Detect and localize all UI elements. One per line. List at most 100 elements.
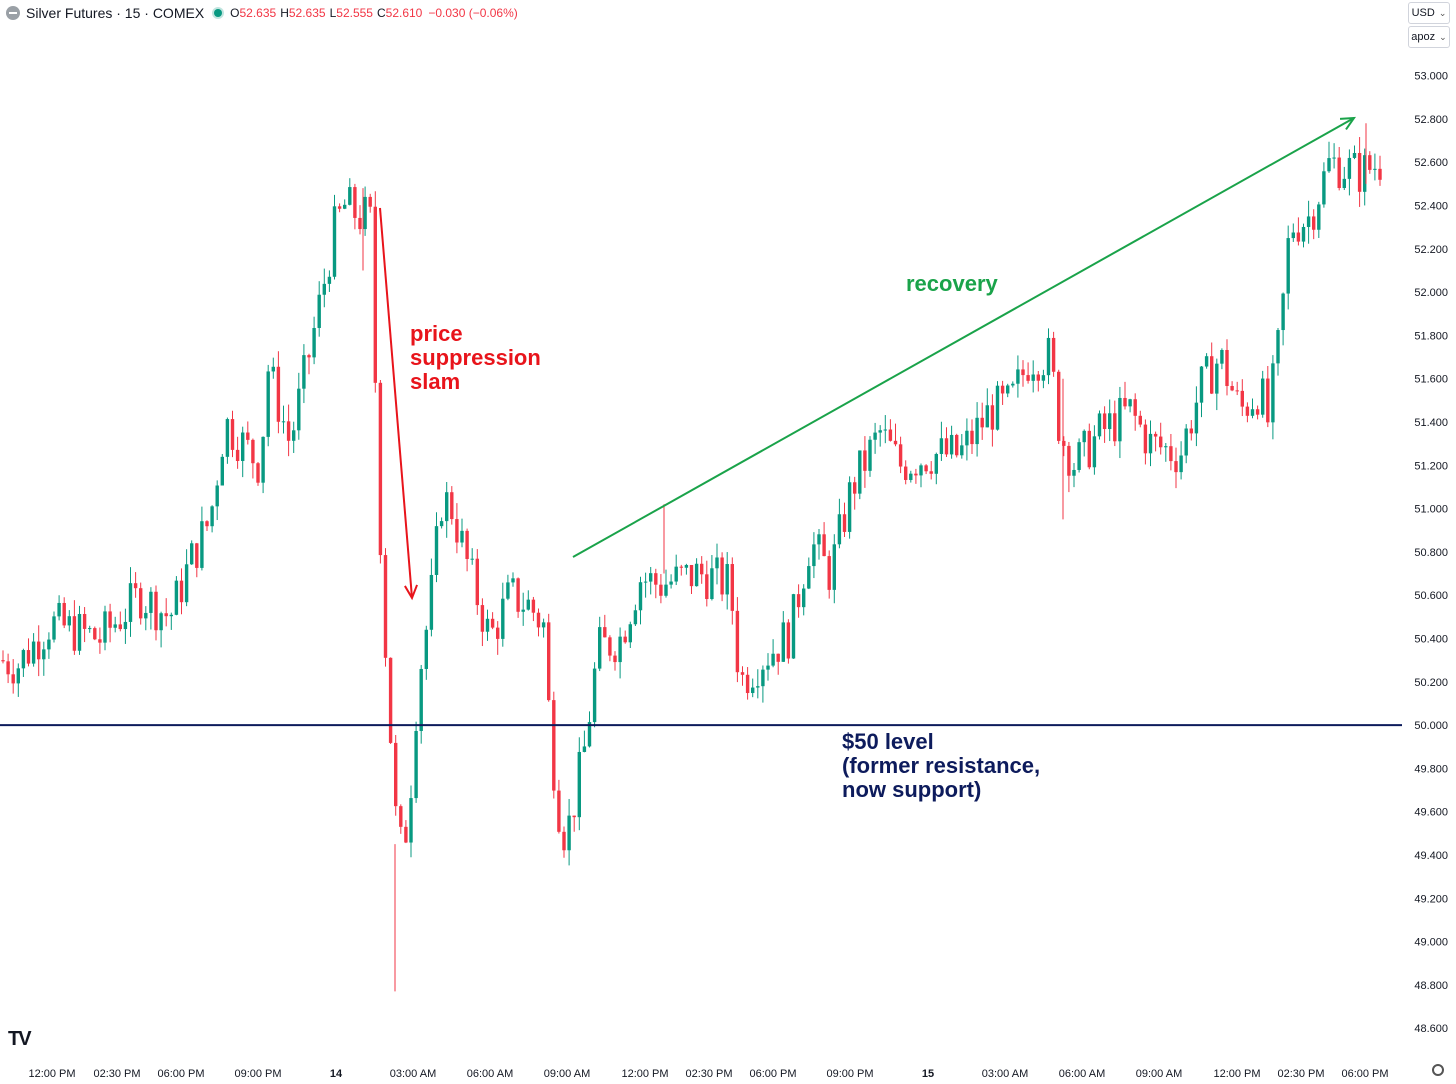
candle (1169, 433, 1173, 471)
candle (781, 611, 785, 662)
x-tick-label: 02:30 PM (93, 1068, 140, 1080)
candle-body (450, 492, 454, 520)
candle-body (1108, 413, 1112, 430)
symbol-logo-icon[interactable] (6, 6, 20, 20)
market-status-icon (214, 9, 223, 17)
candle (638, 576, 643, 625)
settings-icon[interactable] (1432, 1064, 1444, 1076)
candle (1031, 360, 1035, 393)
low-value: 52.555 (336, 6, 373, 20)
candle (246, 421, 250, 445)
candle (1189, 420, 1193, 441)
candle-body (582, 746, 587, 752)
high-label: H (280, 6, 289, 20)
candle (1255, 405, 1260, 420)
candle (1210, 342, 1214, 395)
candle-body (205, 521, 209, 527)
candle-body (674, 566, 678, 582)
candle-body (1159, 436, 1163, 448)
candle-body (985, 405, 989, 428)
candle (485, 609, 490, 641)
candle-body (909, 473, 913, 480)
chart-header: Silver Futures · 15 · COMEX O 52.635 H 5… (6, 4, 518, 22)
x-tick-label: 14 (330, 1068, 343, 1080)
candle-body (108, 611, 112, 628)
candle (1016, 355, 1020, 398)
candle-body (358, 217, 362, 230)
candle (297, 372, 301, 440)
candle-body (1046, 337, 1051, 376)
candle (572, 815, 576, 832)
candle (475, 549, 479, 615)
candle-body (796, 594, 801, 608)
tradingview-logo-icon[interactable]: TV (8, 1028, 32, 1050)
candle (1138, 410, 1142, 428)
candle-body (1220, 349, 1224, 364)
currency-dropdown[interactable]: USD ⌄ (1408, 2, 1450, 24)
price-axis[interactable]: 53.000 52.800 52.600 52.400 52.200 52.000 51.8… (1414, 71, 1448, 1036)
candle (128, 567, 133, 637)
candle-body (1138, 415, 1142, 425)
candle (1036, 370, 1040, 392)
candle-body (327, 276, 332, 284)
time-axis[interactable]: 12:00 PM 02:30 PM 06:00 PM 09:00 PM 14 03:00 … (28, 1068, 1388, 1080)
candle (348, 178, 352, 206)
candle-body (88, 628, 92, 630)
candle (1194, 386, 1199, 447)
candle-body (72, 616, 77, 651)
y-tick-label: 49.200 (1414, 893, 1448, 905)
chevron-down-icon: ⌄ (1438, 7, 1447, 18)
candle-body (1118, 397, 1122, 442)
candle-body (1189, 428, 1193, 434)
candle-body (730, 564, 734, 611)
candle (164, 598, 168, 627)
candle (169, 612, 173, 630)
drawings-layer (0, 116, 1402, 727)
x-tick-label: 12:00 PM (621, 1068, 668, 1080)
candle-body (807, 566, 811, 589)
candle-body (1148, 433, 1153, 454)
open-value: 52.635 (239, 6, 277, 20)
candle-body (531, 599, 536, 613)
candle-body (1000, 385, 1005, 394)
candle (684, 563, 689, 575)
candle-body (1153, 433, 1158, 437)
y-tick-label: 49.800 (1414, 763, 1448, 775)
candle (1332, 143, 1336, 169)
candle (1225, 339, 1229, 396)
candle (949, 425, 954, 459)
x-tick-label: 09:00 PM (234, 1068, 281, 1080)
candle (358, 205, 362, 235)
candle (67, 610, 71, 632)
candle (1087, 423, 1091, 470)
candle-body (363, 196, 367, 230)
candle (771, 639, 775, 668)
candle-body (1291, 232, 1295, 239)
candle (960, 434, 964, 459)
y-tick-label: 51.800 (1414, 330, 1448, 342)
candle-body (587, 722, 592, 747)
unit-dropdown[interactable]: apoz ⌄ (1408, 26, 1450, 48)
candle-body (348, 187, 352, 205)
candle (133, 572, 138, 598)
candle (271, 357, 275, 379)
candle (720, 552, 724, 602)
candle-body (628, 624, 632, 643)
candle (1133, 393, 1137, 431)
candle-body (1255, 409, 1260, 415)
candle (154, 585, 158, 641)
candle-body (409, 798, 413, 843)
candle (603, 614, 607, 638)
candle-body (965, 430, 969, 446)
candle (47, 632, 51, 659)
candle (144, 606, 148, 631)
candle (501, 582, 505, 647)
candle (496, 621, 500, 655)
candle-body (1041, 375, 1046, 381)
candle (235, 436, 240, 469)
candle-body (383, 555, 388, 658)
symbol-title[interactable]: Silver Futures · 15 · COMEX (26, 5, 205, 21)
candle (791, 593, 796, 659)
candle (1306, 200, 1311, 244)
